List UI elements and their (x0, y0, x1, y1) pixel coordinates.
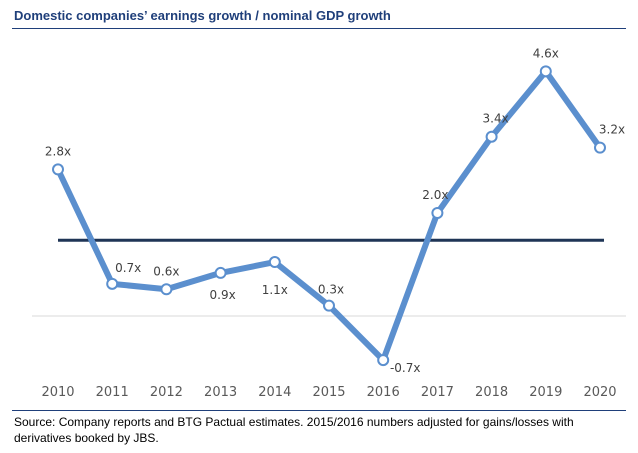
data-label-2015: 0.3x (318, 283, 344, 297)
x-tick-label-2010: 2010 (41, 385, 74, 400)
x-tick-label-2018: 2018 (475, 385, 508, 400)
data-point-2012 (160, 283, 173, 296)
data-point-2020 (594, 141, 606, 154)
data-labels: 2.8x 0.7x 0.6x 0.9x 1.1x 0.3x -0.7x 2.0x 3.4x 4.6… (45, 46, 625, 375)
x-tick-label-2020: 2020 (583, 385, 616, 400)
data-label-2013: 0.9x (210, 288, 236, 302)
data-label-2012: 0.6x (153, 264, 179, 278)
data-label-2017: 2.0x (422, 188, 448, 202)
x-tick-label-2011: 2011 (96, 385, 129, 400)
source-divider (12, 410, 626, 411)
data-point-2016 (377, 354, 390, 367)
data-label-2016: -0.7x (390, 361, 421, 375)
chart-title: Domestic companies’ earnings growth / no… (14, 8, 391, 23)
x-tick-label-2012: 2012 (150, 385, 183, 400)
data-point-2010 (52, 163, 64, 176)
data-label-2020: 3.2x (599, 123, 625, 137)
data-point-2017 (431, 207, 444, 219)
data-label-2010: 2.8x (45, 144, 71, 158)
data-points (52, 65, 606, 367)
series-line (55, 68, 603, 364)
x-tick-label-2015: 2015 (312, 385, 345, 400)
data-label-2019: 4.6x (533, 46, 559, 60)
x-tick-labels: 2010 2011 2012 2013 2014 2015 2016 2017 2018 2019… (41, 385, 616, 400)
x-tick-label-2019: 2019 (529, 385, 562, 400)
x-tick-label-2016: 2016 (367, 385, 400, 400)
data-point-2014 (268, 256, 281, 269)
data-point-2018 (485, 130, 498, 143)
data-label-2011: 0.7x (115, 261, 141, 275)
x-tick-label-2013: 2013 (204, 385, 237, 400)
data-point-2013 (214, 266, 227, 279)
source-note: Source: Company reports and BTG Pactual … (14, 415, 574, 445)
data-point-2015 (323, 299, 335, 312)
line-chart: 2.8x 0.7x 0.6x 0.9x 1.1x 0.3x -0.7x 2.0x 3.4x 4.6… (32, 46, 626, 400)
data-label-2014: 1.1x (262, 283, 288, 297)
data-point-2019 (539, 65, 552, 78)
title-divider (12, 28, 626, 29)
x-tick-label-2017: 2017 (421, 385, 454, 400)
data-label-2018: 3.4x (483, 112, 509, 126)
x-tick-label-2014: 2014 (258, 385, 291, 400)
data-point-2011 (106, 277, 119, 290)
